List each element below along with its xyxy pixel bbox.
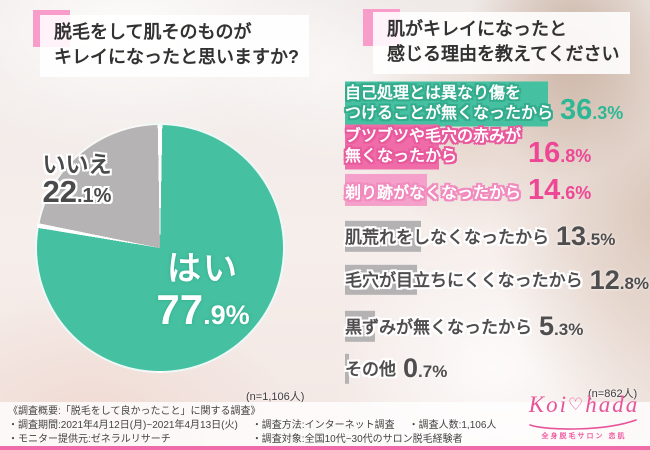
survey-details-grid: ・調査期間:2021年4月12日(月)~2021年4月13日(火) ・調査方法:…	[8, 419, 642, 447]
reason-item: 剃り跡がなくなったから 14.6%	[345, 174, 647, 207]
pie-yes-percent-int: 77	[156, 285, 204, 333]
pie-label-no: いいえ 22.1%	[12, 152, 142, 209]
heart-icon: ♡	[567, 395, 586, 414]
reason-label: 剃り跡がなくなったから	[345, 184, 522, 202]
reason-label: 無くなったから	[345, 147, 458, 165]
reason-item: 黒ずみが無くなったから 5.3%	[345, 310, 647, 342]
reason-label: 毛穴が目立ちにくくなったから	[345, 271, 583, 291]
reason-label: 黒ずみが無くなったから	[345, 317, 532, 337]
reason-item: その他 0.7%	[345, 353, 647, 384]
reason-label: つけることが無くなったから	[345, 104, 554, 122]
reason-bar	[345, 353, 349, 384]
sample-size-note-pie: (n=1,106人)	[246, 391, 305, 403]
reason-bar	[345, 310, 375, 342]
logo-wordmark: Koi♡hada	[528, 392, 640, 417]
survey-monitor: ・モニター提供元:ゼネラルリサーチ	[8, 434, 171, 446]
pie-yes-percent-dec: .9%	[203, 299, 250, 330]
reason-label: 肌荒れをしなくなったから	[345, 227, 549, 247]
koihada-logo: Koi♡hada 全身脱毛サロン 恋肌	[528, 393, 640, 441]
reason-label: その他	[345, 359, 396, 379]
logo-subtext: 全身脱毛サロン 恋肌	[541, 433, 627, 440]
survey-target: ・調査対象:全国10代~30代のサロン脱毛経験者	[251, 434, 463, 446]
survey-summary: 《調査概要:「脱毛をして良かったこと」に関する調査》	[8, 406, 261, 417]
question-title-left-line2: キレイになったと思いますか?	[54, 46, 299, 67]
question-title-left-line1: 脱毛をして肌そのものが	[54, 22, 252, 42]
pie-yes-label: はい	[167, 250, 239, 288]
bottom-accent-line	[0, 446, 650, 450]
survey-method: ・調査方法:インターネット調査	[251, 420, 395, 432]
pie-no-label: いいえ	[42, 151, 112, 177]
pie-no-percent-dec: .1%	[77, 185, 112, 208]
reason-bar	[345, 124, 440, 170]
reason-label: 自己処理とは異なり傷を	[345, 85, 522, 102]
question-title-right-line2: 感じる理由を教えてください	[387, 43, 620, 64]
reason-bar	[345, 81, 549, 127]
reason-item: 毛穴が目立ちにくくなったから 12.8%	[345, 264, 650, 295]
survey-method-respondents: ・調査方法:インターネット調査 ・調査人数:1,106人	[252, 419, 497, 433]
reason-percent: 13.5%	[556, 221, 616, 252]
survey-period: ・調査期間:2021年4月12日(月)~2021年4月13日(火)	[8, 420, 238, 432]
pie-no-percent-int: 22	[42, 174, 77, 210]
reason-bar	[345, 264, 417, 295]
survey-details-footer: 《調査概要:「脱毛をして良かったこと」に関する調査》 ・調査期間:2021年4月…	[0, 402, 650, 446]
reason-percent: 5.3%	[539, 310, 584, 341]
question-title-right: 肌がキレイになったと 感じる理由を教えてください	[373, 12, 630, 74]
reason-percent: 16.8%	[528, 136, 592, 169]
pie-chart	[35, 123, 285, 373]
reason-percent: 36.3%	[560, 93, 624, 126]
reason-label: ブツブツや毛穴の赤みが	[345, 128, 522, 146]
reason-percent: 14.6%	[528, 174, 592, 207]
reason-percent: 0.7%	[403, 353, 448, 384]
sample-size-note-bars: (n=862人)	[588, 388, 638, 400]
reasons-bar-list: 自己処理とは異なり傷を つけることが無くなったから 36.3% ブツブツや毛穴の…	[345, 81, 650, 384]
question-title-left: 脱毛をして肌そのものが キレイになったと思いますか?	[40, 15, 309, 77]
reason-item: 肌荒れをしなくなったから 13.5%	[345, 221, 647, 252]
reason-bar	[345, 221, 421, 252]
reason-bar	[345, 174, 427, 207]
question-title-right-line1: 肌がキレイになったと	[387, 19, 567, 39]
reason-item: 自己処理とは異なり傷を つけることが無くなったから 36.3%	[345, 81, 647, 127]
survey-respondents: ・調査人数:1,106人	[408, 420, 497, 432]
logo-underline-swash	[529, 419, 637, 430]
pie-label-yes: はい 77.9%	[128, 250, 278, 333]
reason-item: ブツブツや毛穴の赤みが 無くなったから 16.8%	[345, 124, 647, 170]
reason-percent: 12.8%	[589, 264, 650, 295]
